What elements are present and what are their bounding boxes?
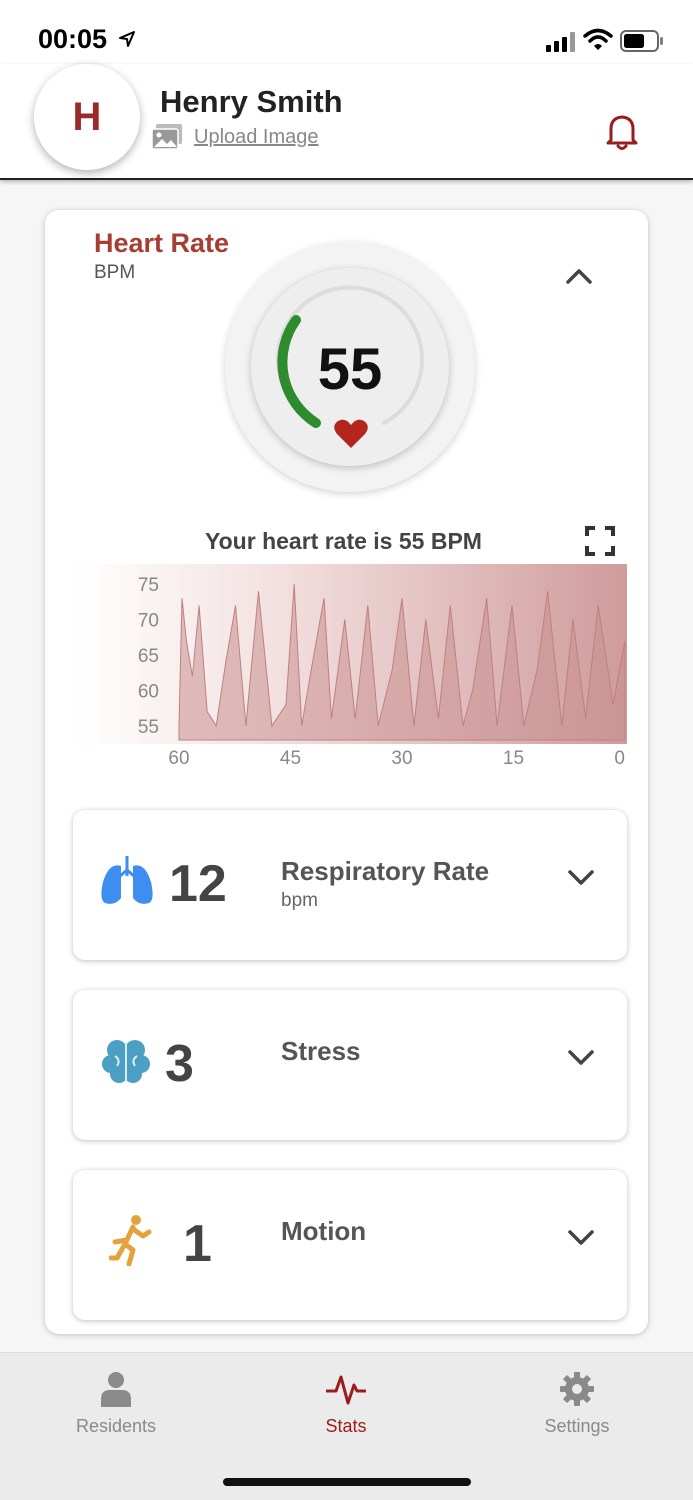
status-time: 00:05 <box>38 24 108 54</box>
upload-image-link[interactable]: Upload Image <box>150 122 319 152</box>
cellular-signal-icon <box>546 32 575 52</box>
person-icon <box>101 1372 131 1407</box>
motion-label: Motion <box>281 1216 367 1246</box>
motion-card[interactable]: 1 Motion <box>73 1170 627 1320</box>
y-tick-label: 55 <box>138 717 159 738</box>
heart-rate-chart: 75 70 65 60 55 60 45 30 15 0 <box>73 564 627 769</box>
respiratory-rate-card[interactable]: 12 Respiratory Rate bpm <box>73 810 627 960</box>
y-tick-label: 60 <box>138 681 159 702</box>
gauge-ring <box>276 285 424 428</box>
tab-stats-label: Stats <box>325 1416 367 1436</box>
x-tick-label: 15 <box>503 748 524 769</box>
chevron-down-icon[interactable] <box>567 1048 595 1068</box>
location-arrow-icon <box>119 31 135 47</box>
x-tick-label: 45 <box>280 748 301 769</box>
battery-icon <box>620 30 663 52</box>
profile-header: H Henry Smith Upload Image <box>0 64 693 180</box>
pulse-icon <box>325 1375 367 1405</box>
running-icon <box>109 1215 152 1266</box>
vitals-card: Heart Rate BPM 55 Your heart rate is 55 … <box>45 210 648 1334</box>
respiratory-rate-label: Respiratory Rate <box>281 856 490 886</box>
x-tick-label: 60 <box>168 748 189 769</box>
tab-residents-label: Residents <box>75 1416 157 1436</box>
home-indicator <box>223 1478 471 1486</box>
status-bar: 00:05 <box>0 0 693 64</box>
respiratory-rate-unit: bpm <box>281 890 318 911</box>
bottom-tab-bar: Residents Stats Settings <box>0 1352 693 1500</box>
tab-stats[interactable]: Stats <box>276 1371 416 1437</box>
avatar[interactable]: H <box>34 64 140 170</box>
chevron-up-icon[interactable] <box>565 266 593 286</box>
tab-settings[interactable]: Settings <box>507 1371 647 1437</box>
brain-icon <box>102 1040 150 1083</box>
x-tick-label: 30 <box>391 748 412 769</box>
stress-value: 3 <box>165 1035 194 1093</box>
lungs-icon <box>101 856 153 904</box>
heart-rate-gauge: 55 <box>225 242 475 492</box>
gear-icon <box>560 1372 594 1406</box>
image-icon <box>151 124 182 150</box>
heart-rate-unit: BPM <box>94 262 136 283</box>
y-tick-label: 65 <box>138 646 159 667</box>
x-tick-label: 0 <box>614 748 625 769</box>
fullscreen-icon[interactable] <box>585 526 615 556</box>
chevron-down-icon[interactable] <box>567 1228 595 1248</box>
tab-settings-label: Settings <box>544 1416 610 1436</box>
chevron-down-icon[interactable] <box>567 868 595 888</box>
heart-rate-value: 55 <box>317 337 383 402</box>
bell-icon[interactable] <box>604 112 640 152</box>
heart-rate-title: Heart Rate <box>94 228 230 258</box>
heart-rate-message: Your heart rate is 55 BPM <box>205 528 482 554</box>
stress-label: Stress <box>281 1036 361 1066</box>
tab-residents[interactable]: Residents <box>46 1371 186 1437</box>
gauge-face: 55 <box>251 268 449 466</box>
stress-card[interactable]: 3 Stress <box>73 990 627 1140</box>
upload-image-label[interactable]: Upload Image <box>194 125 319 148</box>
user-name: Henry Smith <box>160 84 343 119</box>
y-tick-label: 75 <box>138 575 159 596</box>
heart-icon <box>334 419 368 448</box>
heart-rate-area <box>178 584 626 741</box>
motion-value: 1 <box>183 1215 212 1273</box>
wifi-icon <box>583 28 613 50</box>
respiratory-rate-value: 12 <box>169 855 227 913</box>
y-tick-label: 70 <box>138 611 159 632</box>
